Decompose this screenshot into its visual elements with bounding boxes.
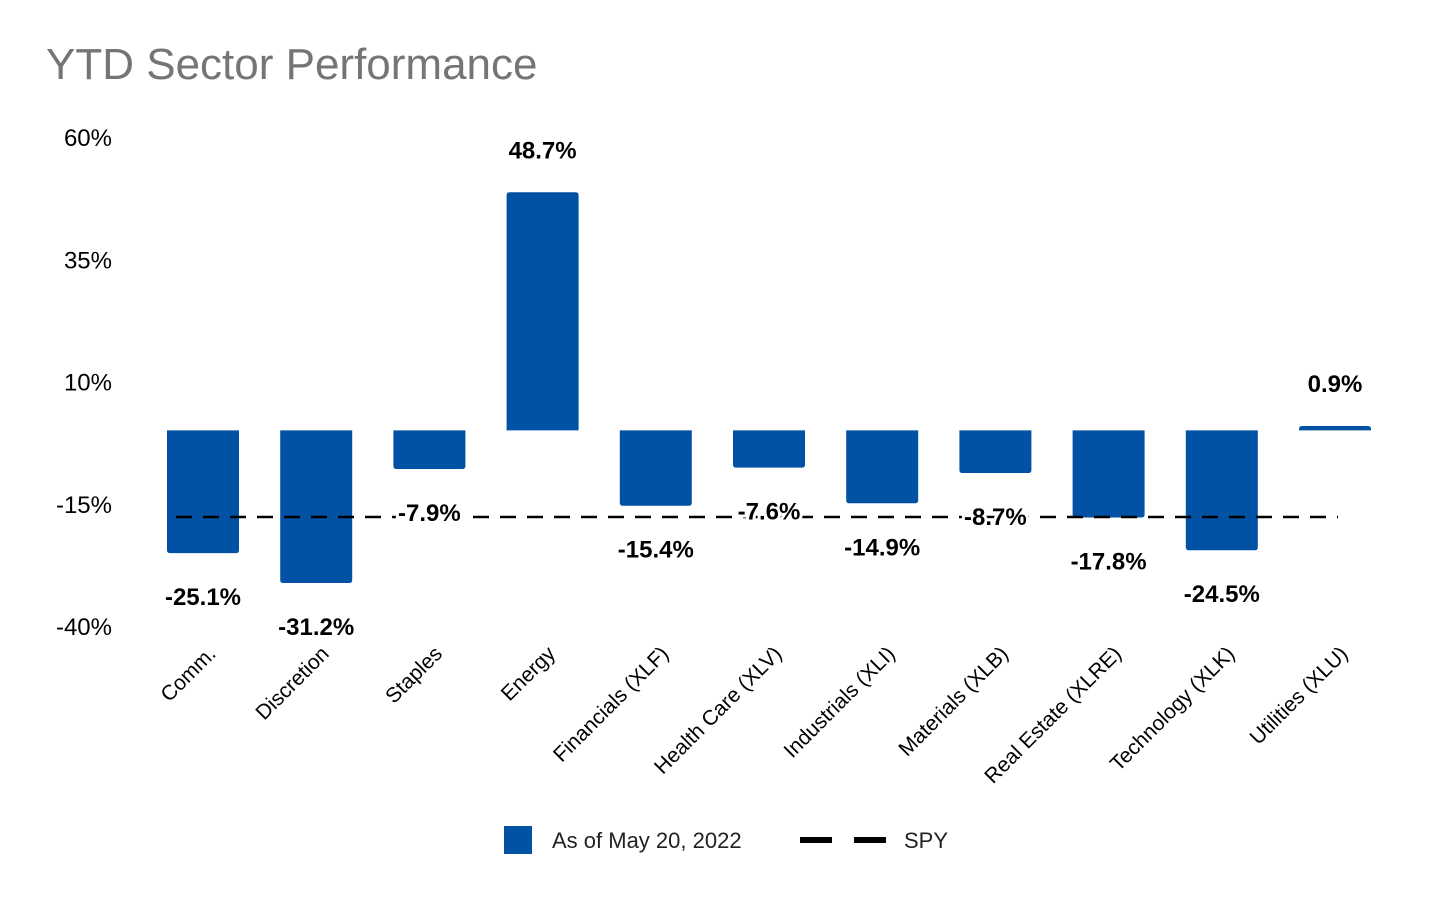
bar-discretion bbox=[280, 430, 353, 583]
data-label: 0.9% bbox=[1308, 371, 1363, 398]
x-tick-label: Discretion bbox=[251, 642, 333, 724]
bar-comm bbox=[167, 430, 239, 554]
x-tick-label: Financials (XLF) bbox=[549, 642, 673, 766]
y-tick-label: 35% bbox=[64, 247, 112, 274]
bar-health-care-xlv bbox=[733, 430, 805, 468]
x-tick-label: Staples bbox=[381, 642, 447, 708]
bar-utilities-xlu bbox=[1299, 425, 1371, 431]
bar-technology-xlk bbox=[1185, 430, 1258, 551]
data-label: -14.9% bbox=[844, 534, 920, 561]
data-label: -15.4% bbox=[618, 537, 694, 564]
data-label: -7.9% bbox=[398, 500, 461, 527]
data-label: -24.5% bbox=[1184, 581, 1260, 608]
y-tick-label: 10% bbox=[64, 370, 112, 397]
data-label: -8.7% bbox=[964, 504, 1027, 531]
x-tick-label: Utilities (XLU) bbox=[1246, 642, 1353, 749]
legend-swatch-bar bbox=[504, 826, 532, 854]
x-tick-label: Energy bbox=[497, 642, 561, 706]
chart-title: YTD Sector Performance bbox=[46, 40, 538, 89]
y-tick-label: 60% bbox=[64, 125, 112, 152]
y-tick-label: -40% bbox=[56, 614, 112, 641]
bar-real-estate-xlre bbox=[1072, 430, 1145, 518]
legend-label: As of May 20, 2022 bbox=[552, 828, 742, 853]
data-label: 48.7% bbox=[509, 137, 577, 164]
bar-financials-xlf bbox=[619, 430, 692, 506]
bar-materials-xlb bbox=[959, 430, 1032, 473]
data-label: -31.2% bbox=[278, 614, 354, 641]
bar-staples bbox=[393, 430, 466, 470]
x-tick-label: Technology (XLK) bbox=[1106, 642, 1239, 775]
data-label: -17.8% bbox=[1071, 548, 1147, 575]
x-tick-label: Materials (XLB) bbox=[894, 642, 1013, 761]
x-tick-label: Health Care (XLV) bbox=[650, 642, 786, 778]
legend-label: SPY bbox=[904, 828, 948, 853]
data-label: -25.1% bbox=[165, 584, 241, 611]
y-tick-label: -15% bbox=[56, 492, 112, 519]
x-tick-label: Comm. bbox=[156, 642, 220, 706]
bar-industrials-xli bbox=[846, 430, 919, 504]
x-tick-label: Industrials (XLI) bbox=[779, 642, 899, 762]
data-label: -7.6% bbox=[738, 499, 801, 526]
bar-energy bbox=[506, 192, 579, 431]
